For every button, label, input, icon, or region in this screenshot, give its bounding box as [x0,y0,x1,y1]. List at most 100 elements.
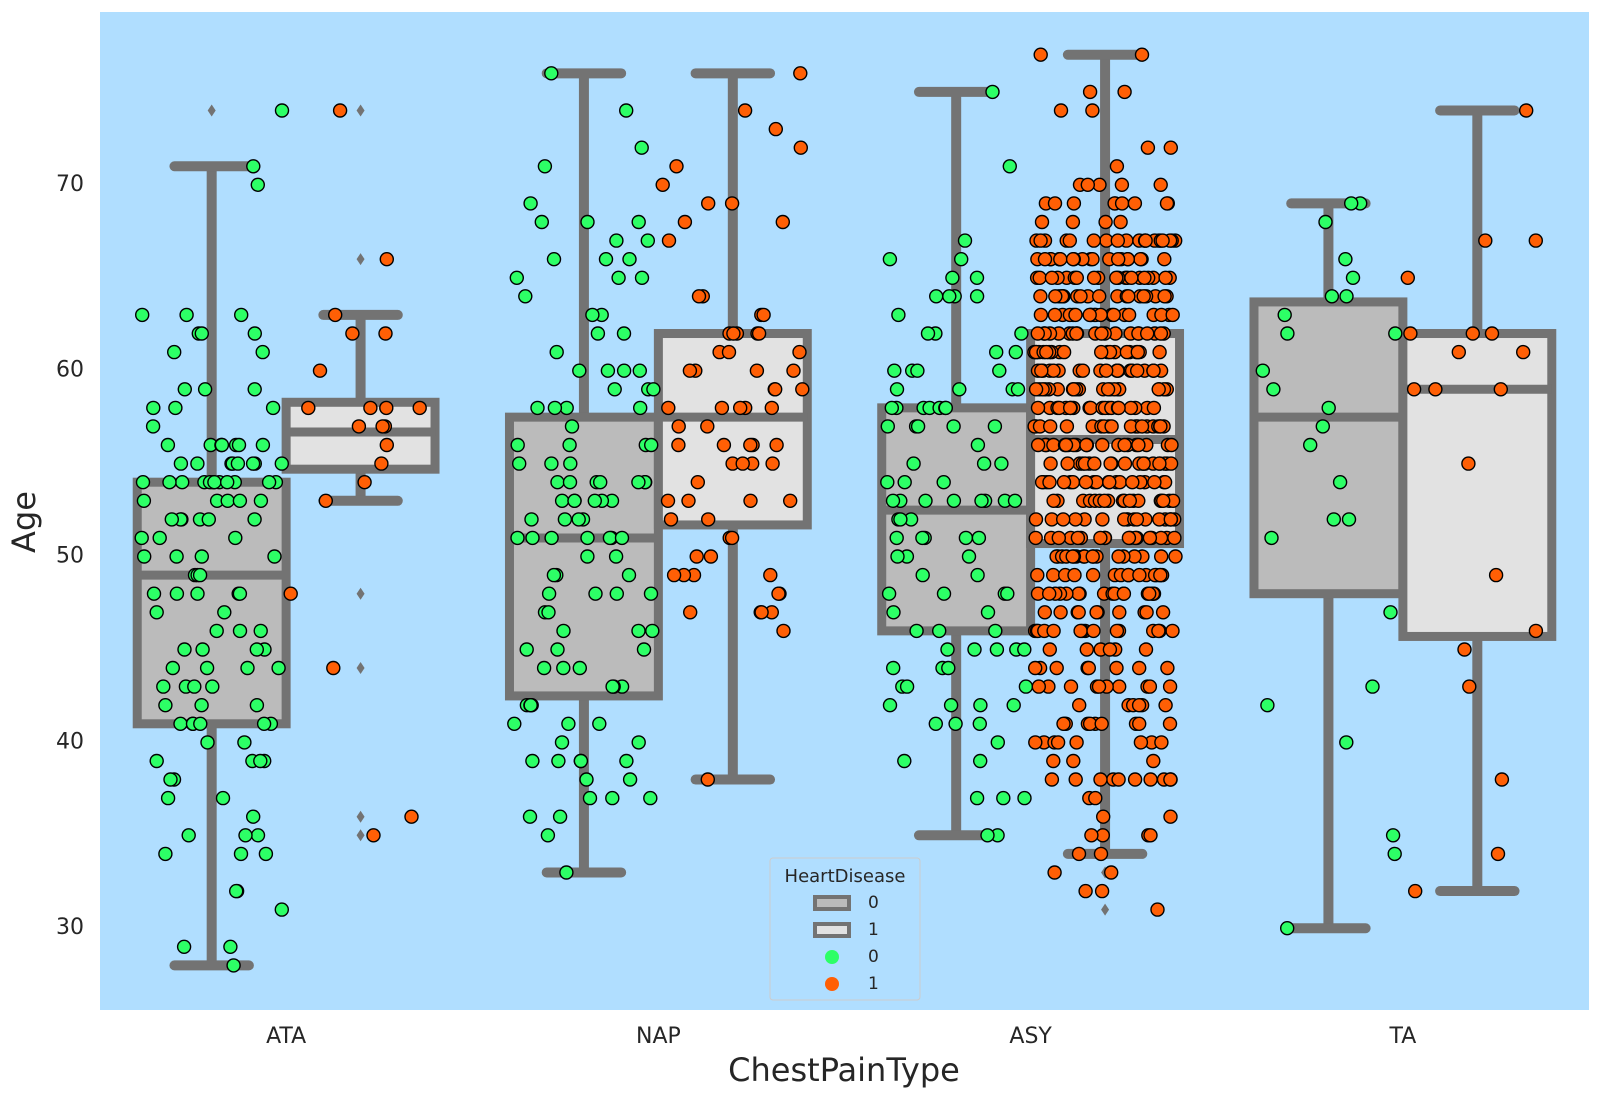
data-point [173,456,189,471]
data-point [169,586,185,601]
data-point [1406,382,1422,397]
data-point [733,400,748,416]
data-point [1332,475,1348,490]
data-point [1338,252,1353,267]
data-point [1033,47,1048,62]
data-point [1143,772,1158,787]
data-point [256,716,272,731]
data-point [1302,437,1318,453]
data-point [1002,159,1017,174]
data-point [726,326,741,341]
data-point [910,363,925,378]
data-point [571,512,586,527]
data-point [768,382,783,397]
data-point [1103,865,1119,880]
data-point [1062,400,1078,416]
data-point [1056,716,1071,731]
data-point [1060,456,1075,471]
data-point [379,400,394,416]
data-point [231,437,247,453]
data-point [1066,196,1082,211]
data-point [1071,586,1086,601]
data-point [1155,493,1171,508]
data-point [1155,605,1171,620]
data-point [136,493,152,508]
data-point [174,475,190,490]
y-tick-label: 30 [56,915,84,940]
data-point [614,530,630,546]
data-point [1153,419,1168,434]
data-point [588,586,603,601]
data-point [928,716,943,731]
data-point [1085,567,1101,583]
data-point [1030,400,1046,416]
data-point [619,753,634,769]
data-point [889,530,904,546]
data-point [690,475,705,490]
data-point [1069,326,1084,341]
data-point [1147,475,1162,490]
data-point [580,549,595,564]
data-point [328,307,343,323]
data-point [1059,419,1075,434]
x-tick-label: NAP [636,1024,681,1049]
data-point [989,344,1004,360]
data-point [1044,270,1060,285]
legend-box-swatch [813,922,851,938]
data-point [1014,326,1029,341]
data-point [771,586,786,601]
data-point [1324,289,1340,304]
data-point [1165,307,1180,323]
data-point [587,493,602,508]
data-point [1160,660,1175,676]
legend-label: 1 [868,920,879,940]
legend-title: HeartDisease [785,866,906,887]
data-point [743,437,758,453]
data-point [163,772,178,787]
data-point [915,530,930,546]
data-point [523,196,538,211]
data-point [1163,512,1179,527]
y-tick-label: 40 [56,729,84,754]
data-point [1086,233,1102,248]
data-point [1083,400,1098,416]
data-point [1150,902,1165,917]
data-point [274,103,290,118]
data-point [541,586,557,601]
data-point [564,419,580,434]
data-point [980,605,996,620]
data-point [936,586,952,601]
data-point [1157,252,1172,267]
data-point [644,437,659,453]
data-point [1086,270,1102,285]
data-point [1091,679,1107,694]
data-point [721,344,737,360]
data-point [957,233,973,248]
data-point [1044,772,1060,787]
data-point [158,846,173,862]
data-point [1122,493,1138,508]
data-point [969,790,985,806]
data-point [622,252,637,267]
data-point [1018,679,1034,694]
data-point [1117,84,1132,100]
data-point [219,475,235,490]
data-point [253,753,268,769]
data-point [177,382,193,397]
data-point [585,307,600,323]
data-point [579,772,594,787]
data-point [946,493,962,508]
data-point [643,790,658,806]
data-point [948,716,963,731]
data-point [510,437,525,453]
data-point [795,382,810,397]
data-point [345,326,360,341]
data-point [562,437,577,453]
data-point [318,493,333,508]
data-point [1117,456,1133,471]
data-point [554,493,570,508]
data-point [880,475,895,490]
data-point [1142,679,1158,694]
x-tick-label: ASY [1009,1024,1052,1049]
data-point [136,549,152,564]
